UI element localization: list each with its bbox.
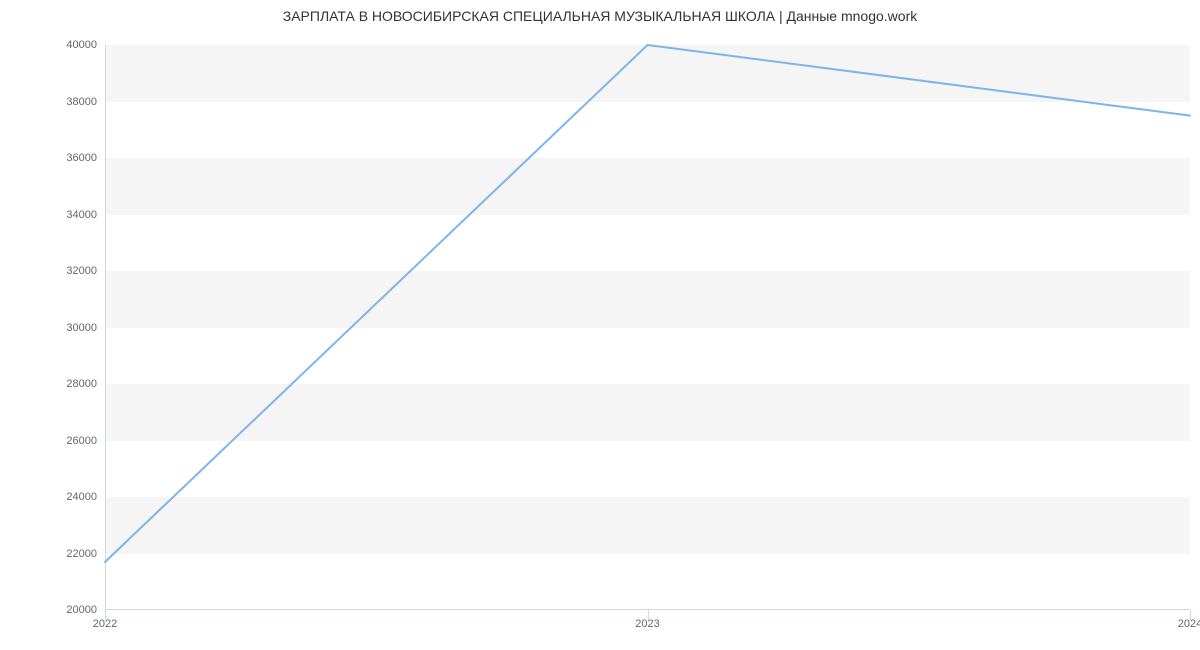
y-tick-label: 40000 — [66, 39, 105, 51]
y-tick-label: 38000 — [66, 96, 105, 108]
salary-chart: ЗАРПЛАТА В НОВОСИБИРСКАЯ СПЕЦИАЛЬНАЯ МУЗ… — [0, 0, 1200, 650]
y-tick-label: 30000 — [66, 322, 105, 334]
y-tick-label: 28000 — [66, 378, 105, 390]
y-tick-label: 34000 — [66, 209, 105, 221]
x-tick-label: 2024 — [1178, 610, 1200, 630]
x-tick-label: 2023 — [635, 610, 659, 630]
plot-area: 2000022000240002600028000300003200034000… — [105, 45, 1190, 610]
y-tick-label: 22000 — [66, 548, 105, 560]
y-tick-label: 24000 — [66, 491, 105, 503]
series-line — [105, 45, 1190, 610]
y-tick-label: 26000 — [66, 435, 105, 447]
y-tick-label: 36000 — [66, 152, 105, 164]
chart-title: ЗАРПЛАТА В НОВОСИБИРСКАЯ СПЕЦИАЛЬНАЯ МУЗ… — [0, 8, 1200, 24]
y-tick-label: 32000 — [66, 265, 105, 277]
x-tick-label: 2022 — [93, 610, 117, 630]
